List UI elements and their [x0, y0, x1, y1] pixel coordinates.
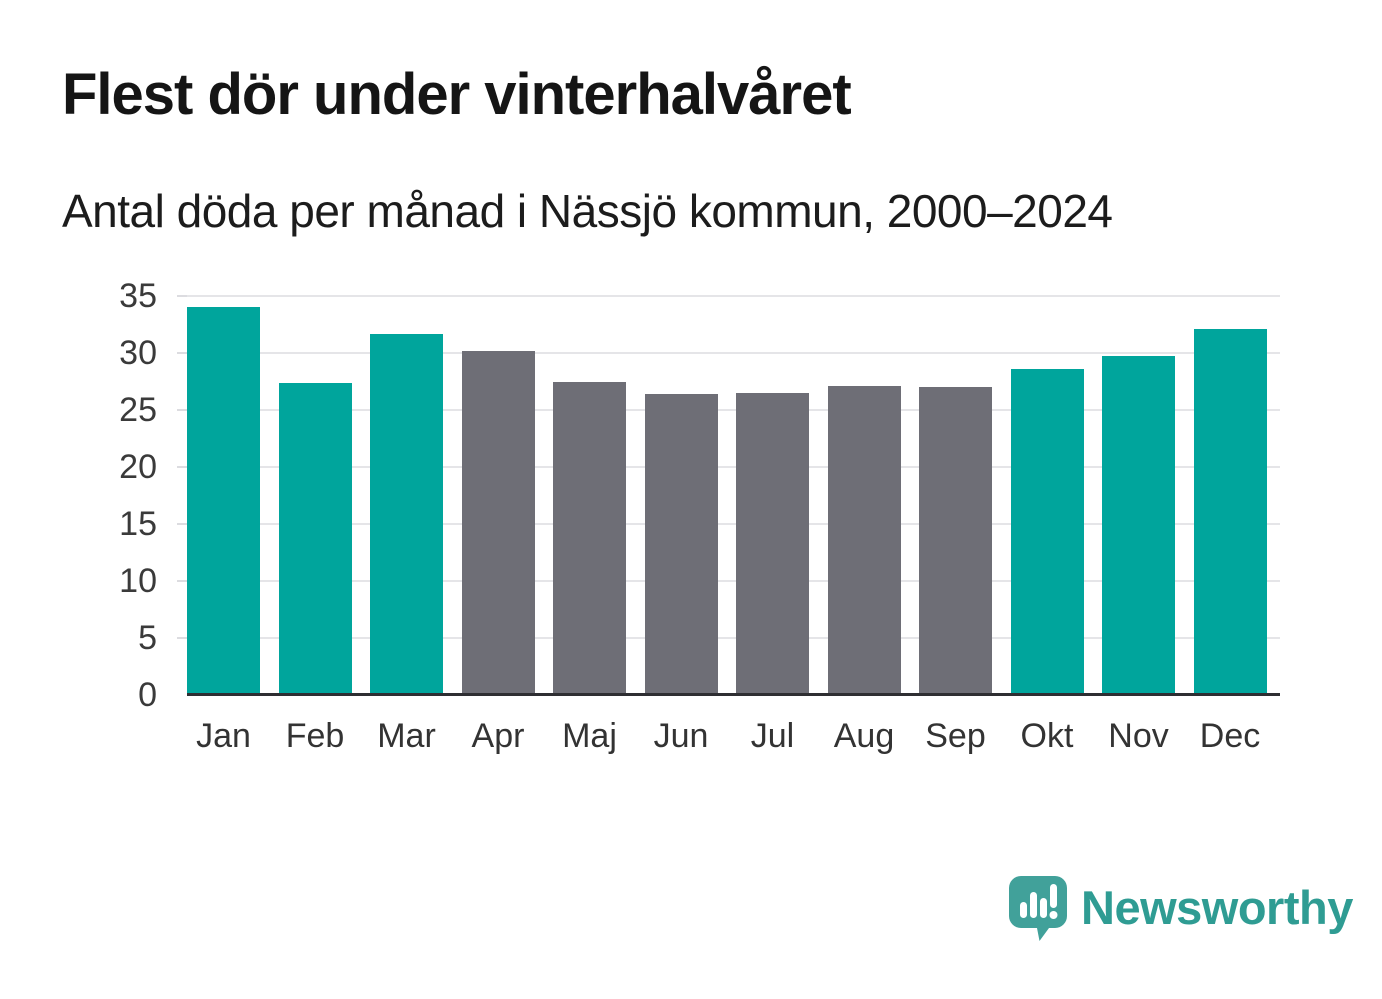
y-tick-label-30: 30: [119, 334, 157, 372]
y-tick-label-5: 5: [138, 619, 157, 657]
newsworthy-logo-icon: [1009, 876, 1067, 941]
newsworthy-wordmark: Newsworthy: [1081, 881, 1353, 934]
x-tick-label-jul: Jul: [750, 717, 795, 755]
tick-mark-20: [177, 466, 187, 468]
gridline-20: [187, 466, 1280, 468]
x-tick-label-mar: Mar: [377, 717, 436, 755]
x-axis: Jan Feb Mar Apr Maj Jun Jul Aug Sep Okt Nov Dec: [187, 716, 1280, 766]
gridline-15: [187, 523, 1280, 525]
x-tick-label-jan: Jan: [196, 717, 251, 755]
x-tick-label-dec: Dec: [1199, 717, 1261, 755]
y-tick-label-10: 10: [119, 562, 157, 600]
tick-mark-5: [177, 637, 187, 639]
bar-jun: [644, 394, 718, 695]
bar-mar: [370, 333, 443, 695]
tick-mark-30: [177, 352, 187, 354]
bar-nov: [1102, 356, 1175, 695]
bar-jul: [736, 392, 809, 695]
gridline-25: [187, 409, 1280, 411]
branding: Newsworthy: [1007, 874, 1353, 946]
bar-aug: [827, 386, 901, 695]
bar-jan: [187, 307, 260, 695]
x-tick-label-okt: Okt: [1020, 717, 1074, 755]
x-tick-label-nov: Nov: [1108, 717, 1169, 755]
bar-feb: [278, 382, 352, 695]
tick-mark-15: [177, 523, 187, 525]
x-axis-line: [187, 693, 1280, 696]
gridline-30: [187, 352, 1280, 354]
x-tick-label-apr: Apr: [471, 717, 525, 755]
y-tick-label-0: 0: [138, 676, 157, 714]
x-tick-label-sep: Sep: [925, 717, 986, 755]
tick-mark-35: [177, 295, 187, 297]
y-tick-label-15: 15: [119, 505, 157, 543]
gridline-10: [187, 580, 1280, 582]
chart-subtitle: Antal döda per månad i Nässjö kommun, 20…: [62, 185, 1113, 237]
x-tick-label-aug: Aug: [833, 717, 895, 755]
tick-mark-25: [177, 409, 187, 411]
y-tick-label-20: 20: [119, 448, 157, 486]
bar-dec: [1193, 329, 1267, 695]
tick-mark-10: [177, 580, 187, 582]
x-tick-label-jun: Jun: [653, 717, 709, 755]
x-tick-label-feb: Feb: [285, 717, 345, 755]
bar-maj: [553, 381, 626, 695]
gridline-5: [187, 637, 1280, 639]
gridline-35: [187, 295, 1280, 297]
y-tick-label-25: 25: [119, 391, 157, 429]
bar-apr: [461, 350, 535, 695]
y-axis: 0 5 10 15 20 25 30 35: [40, 279, 177, 712]
bar-okt: [1010, 368, 1084, 695]
bar-sep: [919, 387, 992, 695]
x-tick-label-maj: Maj: [562, 717, 617, 755]
chart-title: Flest dör under vinterhalvåret: [62, 62, 852, 127]
plot-area: [177, 295, 1280, 696]
y-tick-label-35: 35: [119, 277, 157, 315]
